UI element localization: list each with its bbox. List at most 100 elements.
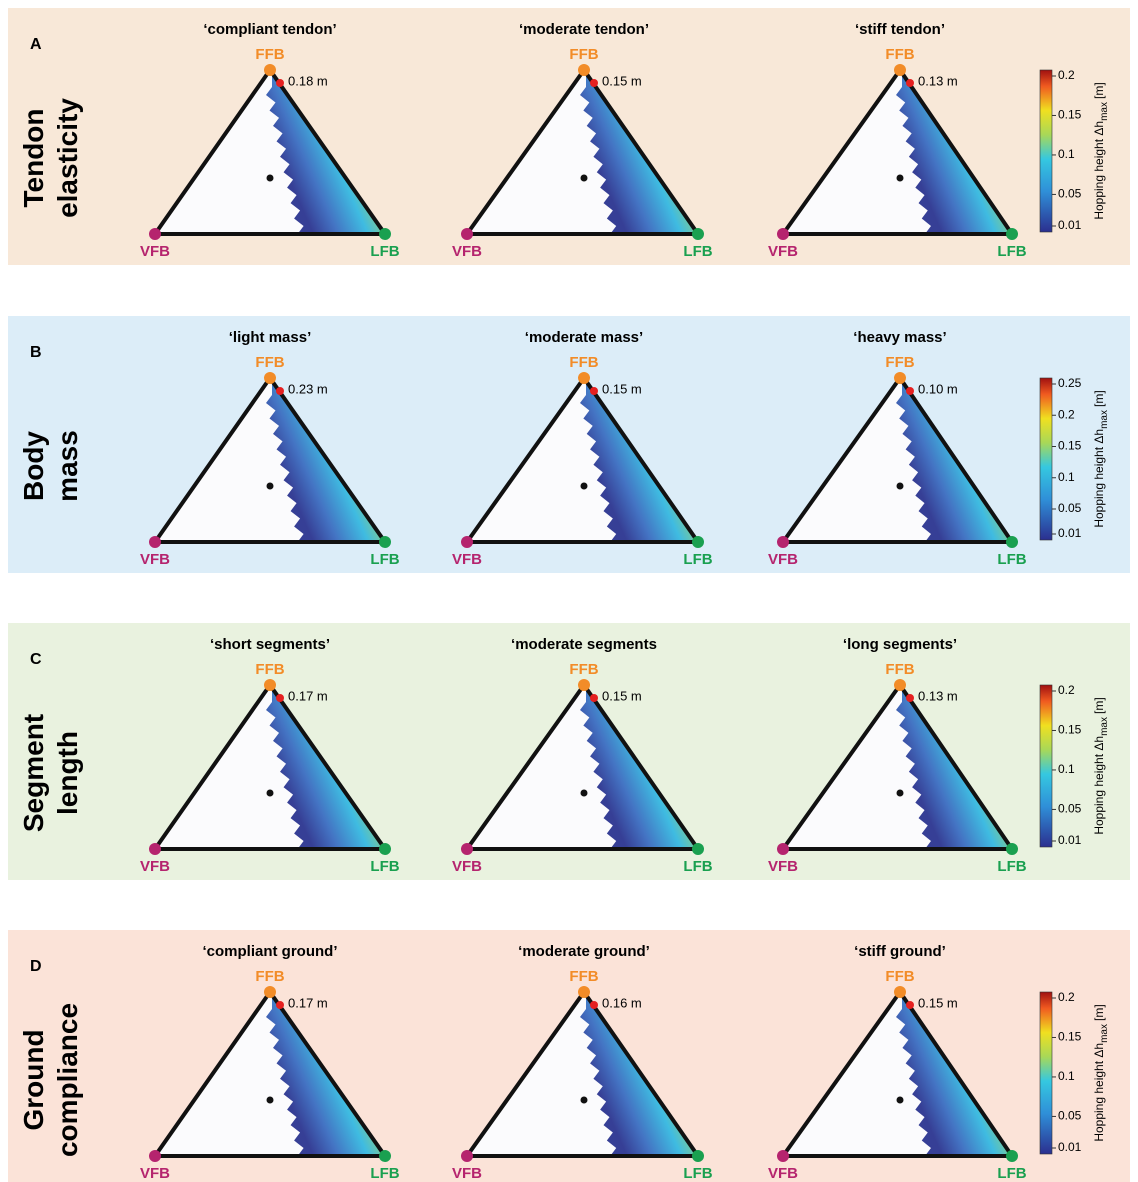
center-dot [580,482,588,490]
subplot-title: ‘moderate ground’ [518,943,650,960]
colorbar-label-unit: [m] [1092,390,1106,407]
colorbar-label-main: Hopping height Δh [1092,429,1106,528]
row-label: Body mass [18,430,83,502]
peak-dot [906,694,914,702]
peak-label: 0.15 m [918,995,958,1010]
vertex-label-left: VFB [140,1165,170,1182]
panel-letter: D [30,958,42,975]
vertex-right [1006,536,1018,548]
colorbar-tick-label: 0.1 [1058,147,1075,161]
peak-dot [276,387,284,395]
panel: D Ground compliance ‘compliant ground’ 0.17 … [8,930,1130,1182]
center-dot [266,1096,274,1104]
peak-label: 0.18 m [288,73,328,88]
vertex-left [461,843,473,855]
vertex-left [777,536,789,548]
subplot-title: ‘stiff ground’ [854,943,946,960]
colorbar-label-main: Hopping height Δh [1092,121,1106,220]
triangle [153,990,387,1158]
subplot-title: ‘moderate segments [511,636,657,653]
row-label-line: compliance [52,1003,83,1157]
colorbar-tick-label: 0.05 [1058,1109,1082,1123]
vertex-label-right: LFB [683,551,712,568]
colorbar-tick-label: 0.1 [1058,762,1075,776]
peak-label: 0.23 m [288,381,328,396]
vertex-label-top: FFB [885,46,914,63]
vertex-left [149,1150,161,1162]
colorbar-tick-label: 0.1 [1058,1069,1075,1083]
vertex-label-left: VFB [452,551,482,568]
colorbar-label-sub: max [1099,1024,1110,1043]
vertex-left [461,536,473,548]
row-label-line: Segment [18,714,49,832]
vertex-label-right: LFB [683,1165,712,1182]
row-label-line: mass [52,430,83,502]
center-dot [580,174,588,182]
triangle [465,68,700,236]
vertex-label-right: LFB [683,243,712,260]
peak-dot [906,79,914,87]
colorbar-tick-label: 0.15 [1058,723,1082,737]
colorbar-label-sub: max [1099,102,1110,121]
colorbar-tick-label: 0.1 [1058,470,1075,484]
colorbar-tick-label: 0.01 [1058,833,1082,847]
colorbar-tick-label: 0.01 [1058,218,1082,232]
colorbar-label: Hopping height Δhmax [m] [1092,1004,1109,1141]
row-label: Segment length [18,714,83,832]
peak-dot [276,1001,284,1009]
panel: A Tendon elasticity ‘compliant tendon’ 0.18 … [8,8,1130,265]
vertex-label-left: VFB [768,858,798,875]
vertex-top [578,986,590,998]
vertex-top [894,64,906,76]
row-label-line: Tendon [18,108,49,207]
vertex-label-right: LFB [997,1165,1026,1182]
subplot-title: ‘compliant tendon’ [203,21,336,38]
vertex-right [1006,1150,1018,1162]
colorbar-tick-label: 0.05 [1058,501,1082,515]
colorbar-tick-label: 0.05 [1058,802,1082,816]
triangle [465,376,700,544]
vertex-label-left: VFB [452,858,482,875]
panel-letter: B [30,344,42,361]
peak-dot [590,1001,598,1009]
subplot-title: ‘compliant ground’ [203,943,338,960]
vertex-label-right: LFB [370,551,399,568]
subplot-title: ‘short segments’ [210,636,330,653]
vertex-top [894,679,906,691]
peak-dot [276,79,284,87]
colorbar-tick-label: 0.15 [1058,108,1082,122]
vertex-top [578,372,590,384]
colorbar [1039,684,1053,848]
panel-letter: A [30,36,42,53]
vertex-label-top: FFB [885,661,914,678]
center-dot [896,789,904,797]
vertex-right [692,228,704,240]
vertex-label-top: FFB [569,354,598,371]
colorbar-label-main: Hopping height Δh [1092,736,1106,835]
subplot-title: ‘long segments’ [843,636,957,653]
triangle [465,990,700,1158]
peak-dot [590,694,598,702]
vertex-top [894,986,906,998]
subplot-title: ‘stiff tendon’ [855,21,945,38]
colorbar-label-unit: [m] [1092,1004,1106,1021]
colorbar-tick-label: 0.2 [1058,683,1075,697]
triangle [153,683,387,851]
row-label: Tendon elasticity [18,98,83,218]
vertex-top [264,372,276,384]
center-dot [896,482,904,490]
vertex-right [1006,228,1018,240]
vertex-label-right: LFB [370,1165,399,1182]
colorbar-tick-label: 0.15 [1058,439,1082,453]
vertex-left [777,1150,789,1162]
colorbar-tick-label: 0.05 [1058,187,1082,201]
vertex-left [149,228,161,240]
row-label: Ground compliance [18,1003,83,1157]
subplot-title: ‘moderate tendon’ [519,21,649,38]
vertex-label-left: VFB [140,858,170,875]
vertex-right [692,843,704,855]
vertex-left [777,843,789,855]
vertex-label-right: LFB [370,858,399,875]
vertex-right [379,228,391,240]
vertex-right [379,1150,391,1162]
